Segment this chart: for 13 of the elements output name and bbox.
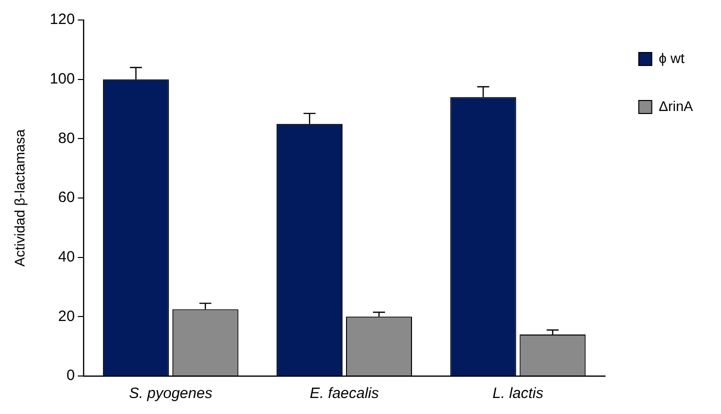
y-tick-label: 20: [58, 308, 75, 325]
y-tick-label: 80: [58, 130, 75, 147]
y-axis-title: Actividad β-lactamasa: [11, 129, 28, 267]
y-tick-label: 40: [58, 248, 75, 266]
y-tick-label: 60: [58, 189, 75, 206]
y-tick-label: 0: [66, 367, 75, 384]
x-tick-label: E. faecalis: [310, 385, 380, 402]
x-tick-label: L. lactis: [492, 385, 544, 402]
x-tick-label: S. pyogenes: [128, 385, 213, 402]
legend-label: ϕ wt: [658, 50, 685, 66]
y-tick-label: 100: [50, 70, 75, 88]
y-tick-label: 120: [50, 11, 75, 28]
legend-label: ΔrinA: [658, 98, 694, 114]
